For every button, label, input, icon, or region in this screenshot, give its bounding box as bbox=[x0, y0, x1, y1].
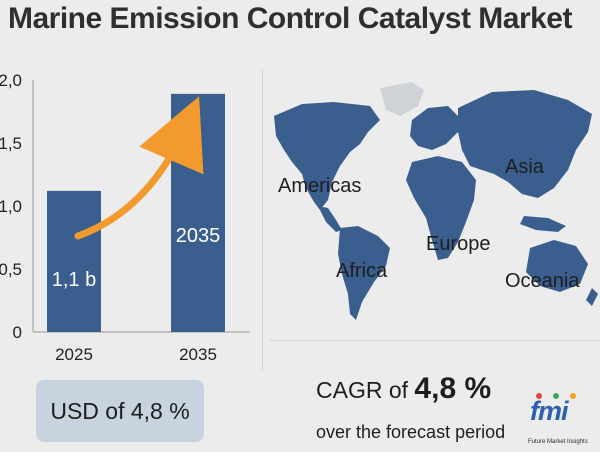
central-america-shape bbox=[318, 206, 342, 232]
greenland-shape bbox=[380, 82, 424, 116]
cagr-headline: CAGR of 4,8 % bbox=[316, 372, 491, 406]
europe-shape bbox=[410, 106, 460, 150]
north-america-shape bbox=[274, 102, 380, 210]
indonesia-shape bbox=[520, 216, 566, 232]
bar-value-label: 1,1 b bbox=[52, 269, 96, 291]
x-tick-label: 2025 bbox=[55, 345, 93, 364]
y-tick-label: 0 bbox=[13, 323, 22, 342]
cagr-subtitle: over the forecast period bbox=[316, 422, 506, 442]
y-tick-label: 2,0 bbox=[0, 71, 22, 90]
world-map bbox=[274, 82, 598, 320]
divider-horizontal bbox=[270, 340, 600, 341]
bar-chart: 0 0,5 1,0 1,5 2,0 2025 2035 1,1 b 2035 bbox=[0, 71, 250, 364]
new-zealand-shape bbox=[586, 288, 598, 306]
logo-wordmark: fmi bbox=[530, 396, 568, 426]
logo-subtext: Future Market Insights bbox=[528, 439, 588, 445]
region-label-americas: Americas bbox=[278, 175, 362, 197]
usd-value-box: USD of 4,8 % bbox=[36, 380, 204, 442]
cagr-prefix: CAGR of bbox=[316, 377, 415, 403]
region-label-africa: Africa bbox=[336, 260, 388, 282]
bar-value-label: 2035 bbox=[176, 225, 221, 247]
south-america-shape bbox=[338, 226, 390, 320]
divider-vertical bbox=[262, 70, 263, 370]
logo-dot-orange bbox=[570, 393, 576, 399]
chart-title: Marine Emission Control Catalyst Market bbox=[8, 2, 572, 35]
region-label-asia: Asia bbox=[505, 156, 544, 178]
growth-arrow bbox=[74, 96, 204, 240]
logo-dot-green bbox=[553, 393, 559, 399]
cagr-value: 4,8 % bbox=[414, 372, 492, 405]
y-tick-label: 1,0 bbox=[0, 197, 22, 216]
x-tick-label: 2035 bbox=[179, 345, 217, 364]
africa-shape bbox=[406, 156, 476, 260]
y-tick-label: 1,5 bbox=[0, 134, 22, 153]
region-label-europe: Europe bbox=[426, 233, 491, 255]
asia-shape bbox=[458, 90, 592, 198]
bar-2025 bbox=[47, 190, 101, 332]
logo-dot-red bbox=[536, 393, 542, 399]
region-label-oceania: Oceania bbox=[505, 270, 580, 292]
usd-value-text: USD of 4,8 % bbox=[50, 397, 190, 424]
y-tick-label: 0,5 bbox=[0, 260, 22, 279]
australia-shape bbox=[526, 240, 588, 292]
bar-2035 bbox=[171, 93, 225, 332]
